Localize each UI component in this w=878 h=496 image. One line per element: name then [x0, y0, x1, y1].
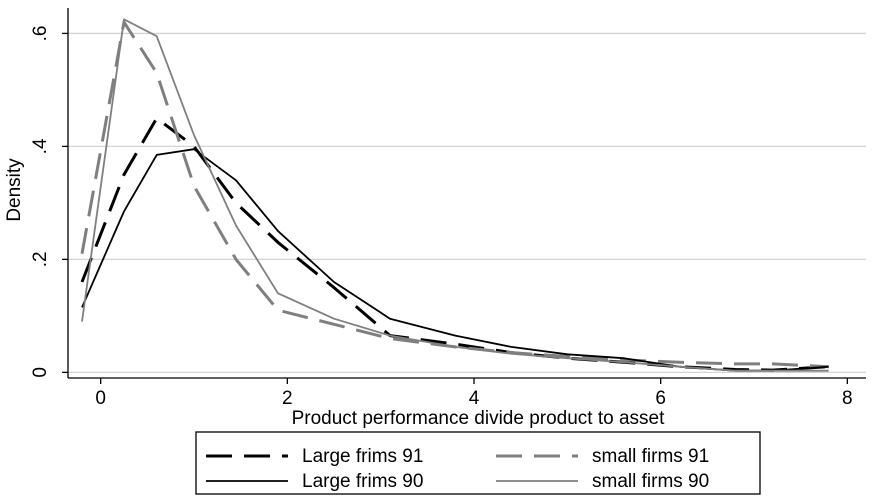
x-axis-title: Product performance divide product to as…: [292, 408, 666, 429]
series-layer: [80, 18, 829, 372]
x-tick-label: 2: [282, 388, 293, 409]
gridlines: [68, 32, 866, 374]
y-axis-title: Density: [4, 158, 25, 222]
x-tick-label: 0: [95, 388, 106, 409]
x-tick-label: 4: [469, 388, 480, 409]
legend-box: [195, 431, 761, 495]
series-line-2: [80, 20, 829, 369]
legend-label-2: small firms 91: [592, 446, 709, 467]
series-line-4: [81, 18, 829, 372]
legend-label-1: Large frims 91: [302, 446, 423, 467]
x-tick-label: 6: [655, 388, 666, 409]
y-tick-label: .6: [30, 25, 51, 41]
y-tick-label: .2: [30, 251, 51, 267]
x-tick-label: 8: [842, 388, 853, 409]
axes: 0 .2 .4 .6 0 2 4 6 8: [30, 8, 866, 409]
y-tick-label: 0: [30, 367, 51, 378]
legend-label-3: Large frims 90: [302, 471, 423, 492]
legend-label-4: small firms 90: [592, 471, 709, 492]
y-tick-label: .4: [30, 138, 51, 154]
legend: Large frims 91 small firms 91 Large frims …: [195, 431, 761, 495]
